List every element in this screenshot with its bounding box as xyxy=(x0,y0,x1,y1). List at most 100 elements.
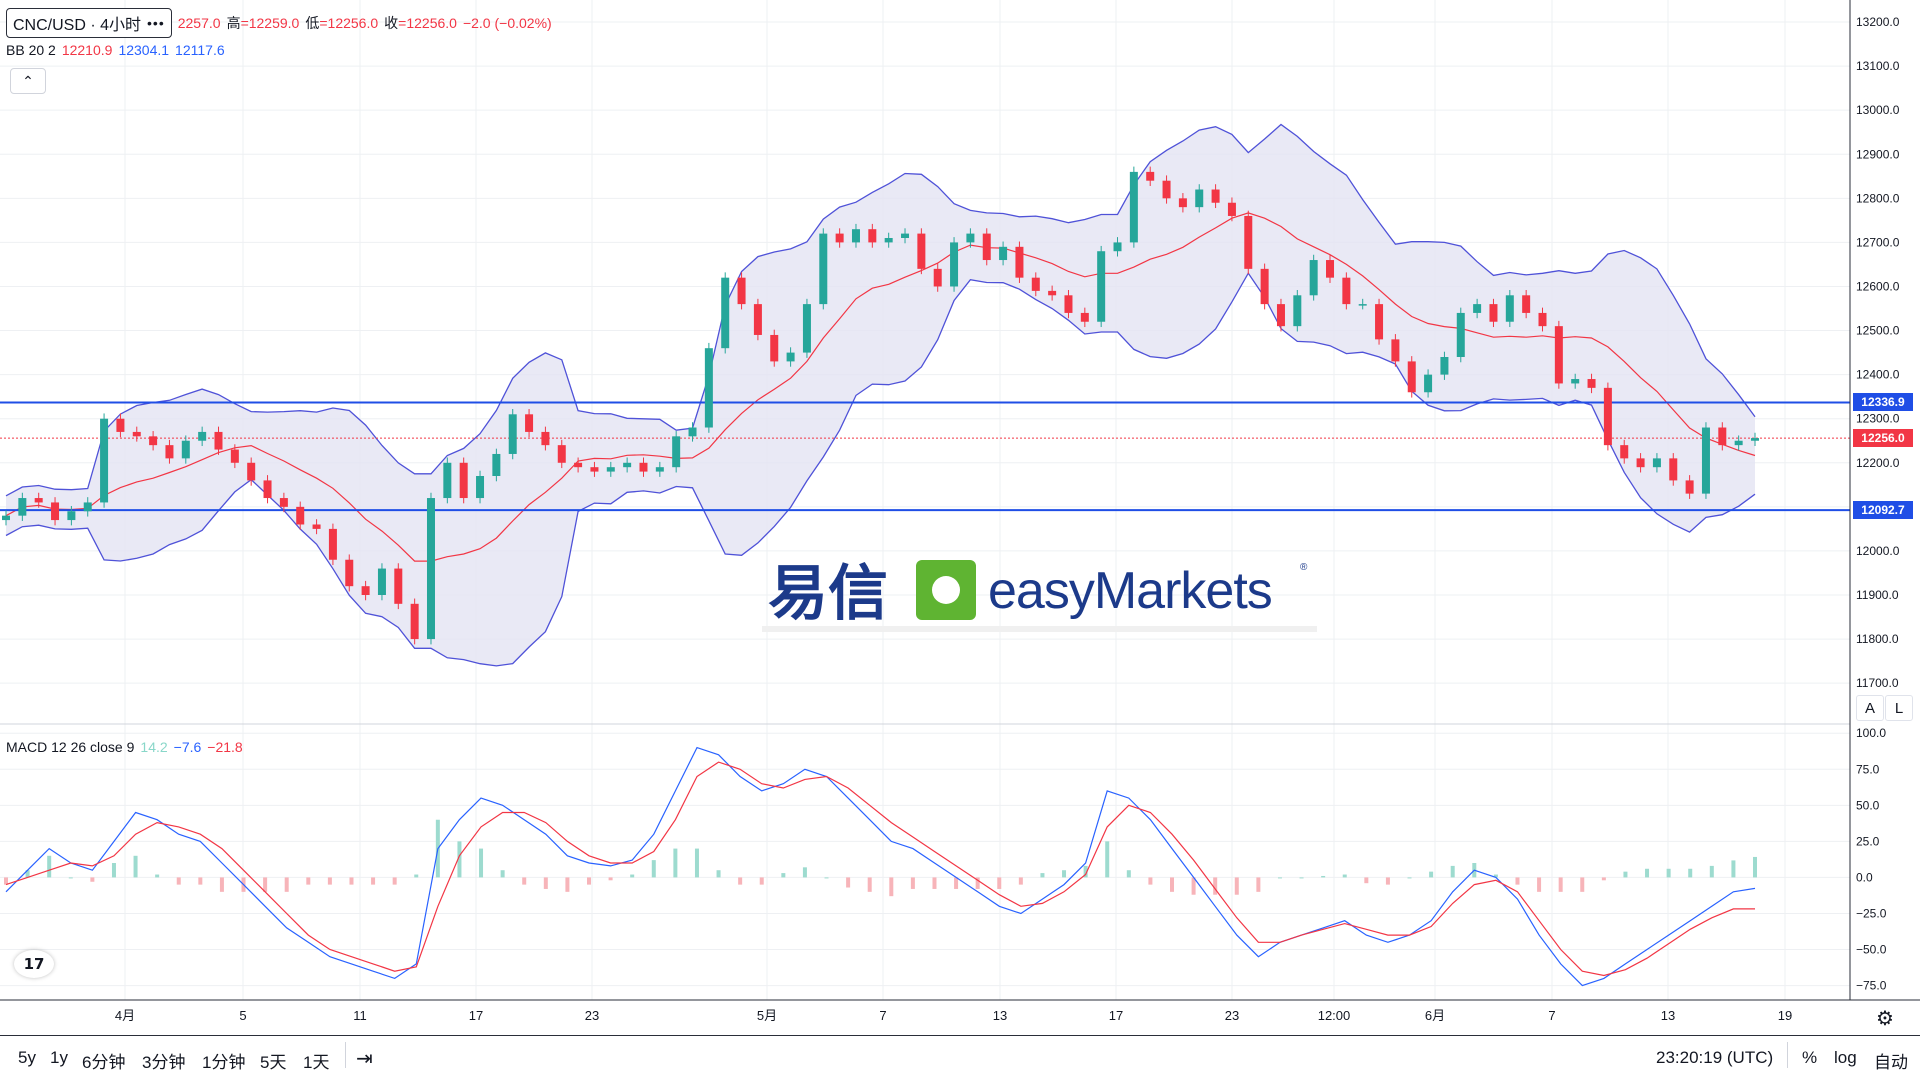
more-dots-icon[interactable]: ••• xyxy=(147,15,165,31)
candle-body xyxy=(296,506,305,525)
candle-body xyxy=(1440,357,1449,375)
candle-body xyxy=(917,233,926,269)
candle-body xyxy=(377,568,386,595)
ohlc-high-label: 高 xyxy=(226,15,241,31)
macd-hist-bar xyxy=(4,877,8,885)
price-tick-label: 12500.0 xyxy=(1856,324,1900,338)
macd-hist-bar xyxy=(1105,841,1110,878)
macd-hist-bar xyxy=(392,877,397,885)
bollinger-lower-band xyxy=(5,271,1756,667)
price-tick-label: 13200.0 xyxy=(1856,15,1900,29)
candle-body xyxy=(753,304,762,335)
candle-body xyxy=(1554,326,1563,384)
macd-hist-bar xyxy=(587,877,591,885)
macd-hist-bar xyxy=(1148,877,1153,885)
range-6min[interactable]: 6分钟 xyxy=(82,1053,126,1072)
candle-body xyxy=(345,559,354,587)
macd-hist-bar xyxy=(1385,877,1390,885)
macd-hist-bar xyxy=(155,874,160,878)
macd-tick-label: 100.0 xyxy=(1856,726,1886,740)
candle-body xyxy=(1701,427,1710,494)
macd-hist-bar xyxy=(1709,865,1714,878)
candle-body xyxy=(1342,277,1351,305)
macd-hist-bar xyxy=(630,874,635,878)
log-toggle[interactable]: log xyxy=(1834,1048,1857,1067)
logo-cn-text: 易信 xyxy=(768,559,888,629)
macd-legend[interactable]: MACD 12 26 close 9 14.2 −7.6 −21.8 xyxy=(6,739,243,755)
ohlc-open: 2257.0 xyxy=(177,15,221,31)
ohlc-high: =12259.0 xyxy=(240,15,300,31)
macd-hist-bar xyxy=(1342,874,1347,878)
candle-body xyxy=(868,229,877,243)
range-1d[interactable]: 1天 xyxy=(303,1053,330,1072)
candle-body xyxy=(1293,295,1302,327)
time-tick-label: 23 xyxy=(1225,1008,1239,1023)
price-tick-label: 11900.0 xyxy=(1856,588,1899,602)
macd-hist-bar xyxy=(1558,877,1563,892)
auto-scale-button[interactable]: A xyxy=(1856,695,1884,721)
macd-scale[interactable]: 100.0 75.0 50.0 25.0 0.0 −25.0 −50.0 −75.0 xyxy=(1856,726,1887,992)
macd-hist-bar xyxy=(1277,877,1282,879)
time-axis[interactable]: 4月 5 11 17 23 5月 7 13 17 23 12:00 6月 7 13 19 xyxy=(115,1008,1792,1023)
collapse-legend-button[interactable]: ⌃ xyxy=(10,68,46,94)
range-1min[interactable]: 1分钟 xyxy=(202,1053,246,1072)
macd-hist-bar xyxy=(306,877,311,885)
candle-body xyxy=(51,502,60,521)
macd-tick-label: 25.0 xyxy=(1856,834,1880,848)
candle-body xyxy=(557,445,566,463)
candle-body xyxy=(149,436,158,446)
gear-icon[interactable]: ⚙ xyxy=(1876,1008,1894,1030)
macd-hist-bar xyxy=(997,877,1002,889)
macd-hist-bar xyxy=(1126,870,1131,878)
candle-body xyxy=(1652,458,1661,468)
range-5d[interactable]: 5天 xyxy=(260,1053,287,1072)
candle-body xyxy=(1424,374,1433,393)
percent-toggle[interactable]: % xyxy=(1802,1048,1818,1067)
candle-body xyxy=(672,436,681,468)
macd-hist-bar xyxy=(954,877,959,889)
candle-body xyxy=(34,498,43,503)
tradingview-logo-icon[interactable]: 17 xyxy=(14,950,54,978)
clock[interactable]: 23:20:19 (UTC) xyxy=(1656,1048,1774,1067)
macd-hist-bar xyxy=(694,848,699,878)
candle-body xyxy=(1375,304,1384,340)
price-scale[interactable]: 13200.0 13100.0 13000.0 12900.0 12800.0 12700… xyxy=(1856,15,1900,690)
candle-body xyxy=(1244,215,1253,269)
candle-body xyxy=(1048,290,1057,296)
candle-body xyxy=(1064,295,1073,313)
candle-body xyxy=(1669,458,1678,481)
bb-legend[interactable]: BB 20 2 12210.9 12304.1 12117.6 xyxy=(6,42,225,58)
candle-body xyxy=(198,431,207,441)
macd-hist-bar xyxy=(910,877,915,889)
bb-upper-value: 12304.1 xyxy=(118,42,170,58)
ohlc-low: =12256.0 xyxy=(319,15,379,31)
price-tick-label: 11800.0 xyxy=(1856,632,1899,646)
macd-hist-bar xyxy=(781,873,786,878)
candle-body xyxy=(1080,312,1089,322)
macd-hist-bar xyxy=(1601,877,1606,881)
time-tick-label: 12:00 xyxy=(1318,1008,1351,1023)
range-1y[interactable]: 1y xyxy=(50,1048,68,1067)
candle-body xyxy=(721,277,730,349)
time-tick-label: 19 xyxy=(1778,1008,1792,1023)
price-tick-label: 12400.0 xyxy=(1856,368,1900,382)
auto-toggle[interactable]: 自动 xyxy=(1874,1053,1908,1072)
range-3min[interactable]: 3分钟 xyxy=(142,1053,186,1072)
range-5y[interactable]: 5y xyxy=(18,1048,36,1067)
macd-tick-label: 75.0 xyxy=(1856,762,1880,776)
macd-hist-bar xyxy=(932,877,937,889)
macd-hist-bar xyxy=(565,877,570,892)
macd-hist-bar xyxy=(90,877,95,882)
calendar-goto-icon[interactable]: ⇥ xyxy=(356,1048,373,1070)
candle-body xyxy=(819,233,828,305)
macd-hist-bar xyxy=(111,863,116,878)
candle-body xyxy=(263,480,272,499)
log-scale-button[interactable]: L xyxy=(1885,695,1913,721)
candle-body xyxy=(1276,304,1285,327)
symbol-button[interactable]: CNC/USD · 4小时 ••• xyxy=(6,8,172,38)
candle-body xyxy=(426,498,435,640)
bb-basis-value: 12210.9 xyxy=(61,42,113,58)
price-tick-label: 11700.0 xyxy=(1856,676,1899,690)
macd-hist-bar xyxy=(1191,877,1196,895)
